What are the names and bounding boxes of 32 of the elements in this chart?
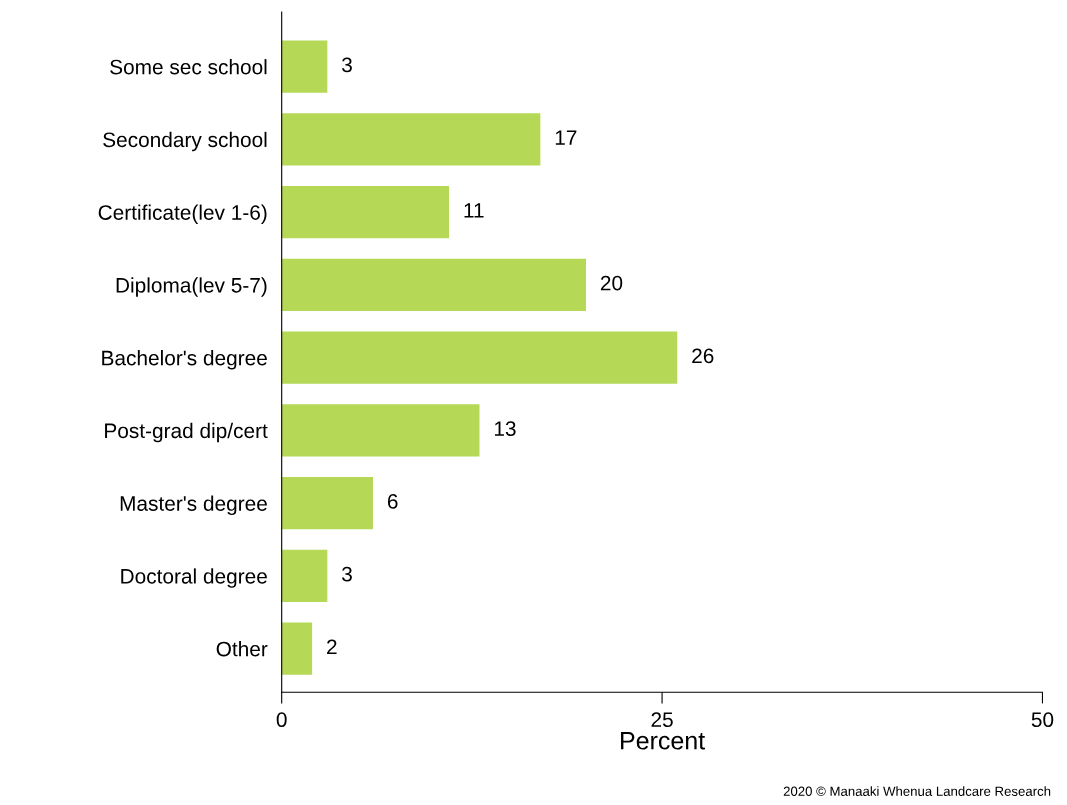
bar (281, 185, 450, 239)
data-label: 3 (342, 57, 352, 73)
data-label: 6 (387, 493, 398, 509)
x-tick-label: 25 (651, 712, 673, 728)
text: 2020 © Manaaki Whenua Landcare Research (783, 786, 1051, 796)
bar (281, 40, 328, 93)
data-label: 26 (692, 348, 714, 364)
y-tick-label: Doctoral degree (121, 568, 267, 588)
data-label: 17 (555, 130, 577, 145)
y-tick-label: Bachelor's degree (102, 350, 267, 370)
bar (281, 404, 480, 457)
y-tick-label: Diploma(lev 5-7) (116, 277, 267, 297)
data-label: 11 (464, 203, 484, 218)
bar (281, 622, 313, 675)
y-tick-label: Secondary school (103, 131, 267, 152)
y-tick-label: Post-grad dip/cert (105, 422, 268, 443)
bar (281, 476, 373, 530)
y-tick-label: Some sec school (110, 59, 267, 75)
bar (281, 549, 328, 603)
data-label: 3 (342, 566, 352, 582)
x-tick-label: 0 (276, 712, 287, 728)
bar (281, 258, 586, 312)
x-tick-label: 50 (1031, 712, 1054, 728)
data-label: 20 (600, 275, 623, 291)
y-tick-label: Master's degree (120, 495, 267, 516)
bar (281, 113, 541, 166)
y-tick-label: Other (216, 641, 268, 657)
bar (281, 331, 678, 384)
x-axis-title: Percent (621, 732, 705, 750)
data-label: 2 (327, 639, 337, 655)
y-tick-label: Certificate(lev 1-6) (98, 204, 267, 224)
data-label: 13 (494, 421, 516, 436)
